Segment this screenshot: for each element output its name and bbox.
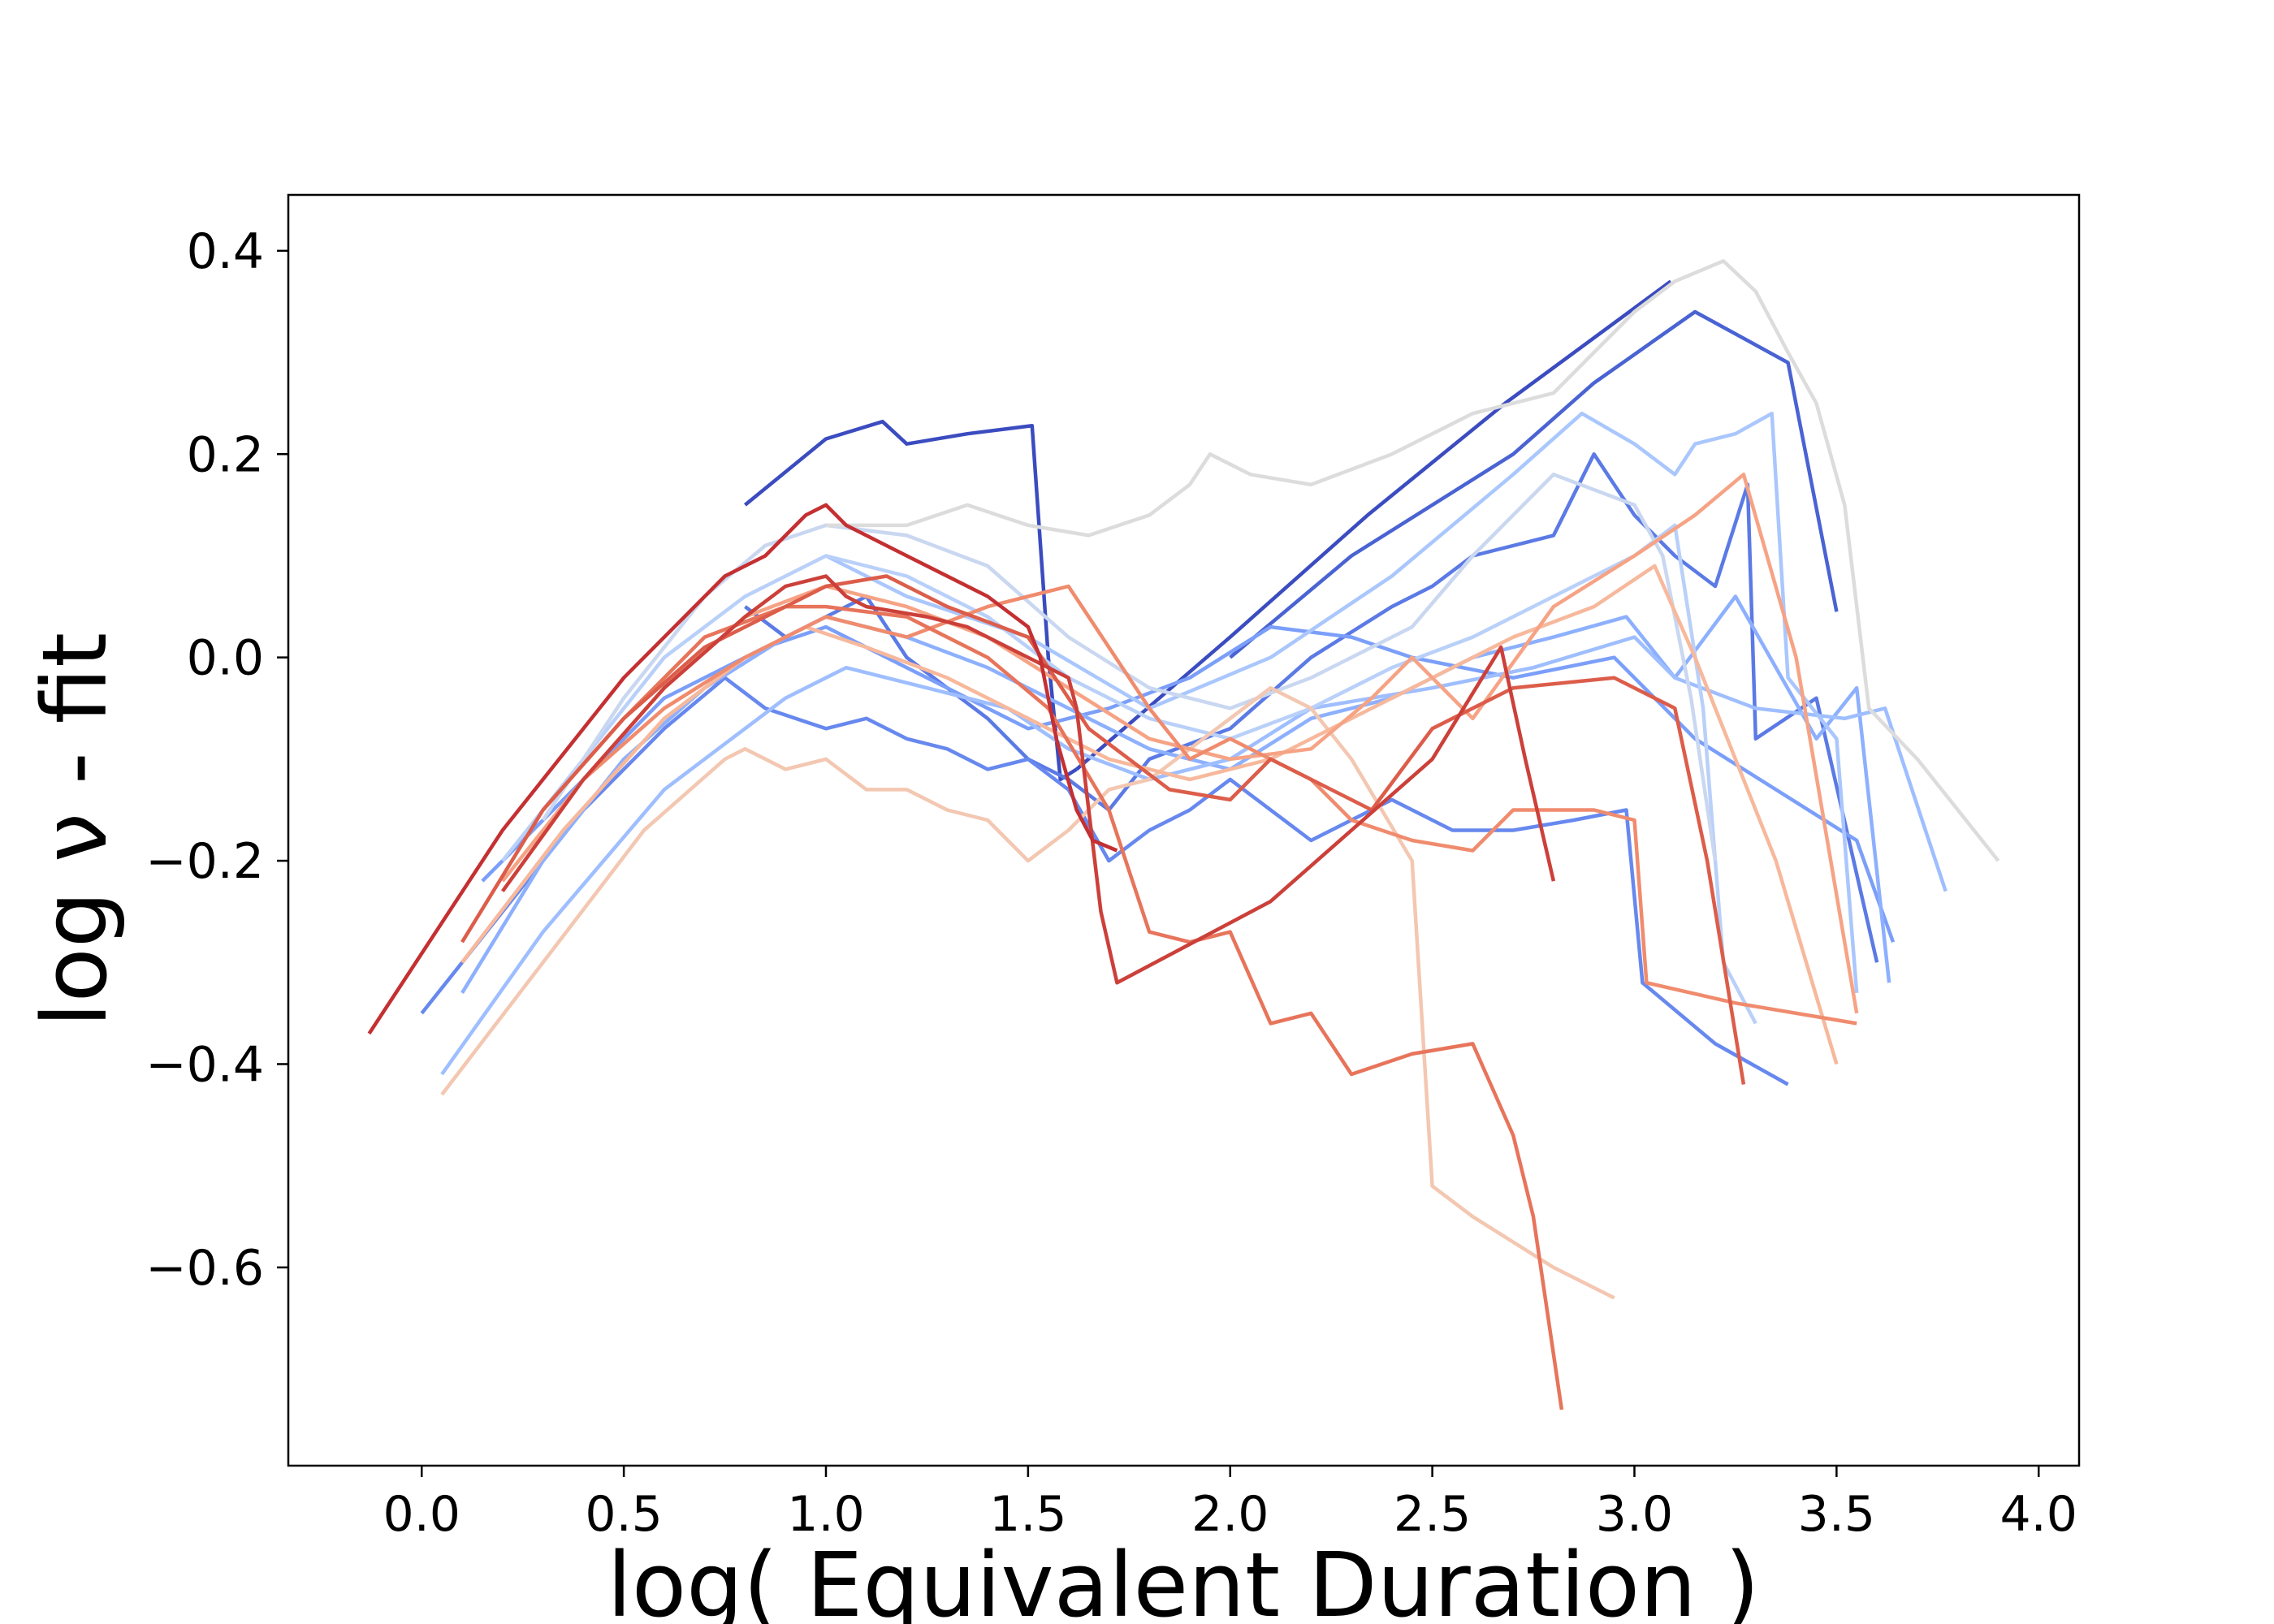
y-tick-label: −0.6 [145, 1240, 264, 1297]
series-line-13 [440, 685, 1615, 1300]
series-line-3 [1229, 309, 1839, 659]
series-line-12 [826, 259, 2000, 862]
y-axis-label: log ν - fit [23, 633, 127, 1027]
x-axis-label: log( Equivalent Duration ) [607, 1533, 1759, 1624]
series-line-8 [440, 635, 1948, 1076]
series-line-9 [824, 411, 1859, 993]
x-tick-label: 1.5 [989, 1486, 1066, 1543]
series-line-7 [460, 594, 1891, 994]
y-tick-label: 0.0 [187, 630, 264, 687]
x-tick-label: 0.0 [383, 1486, 460, 1543]
x-tick-label: 3.5 [1798, 1486, 1875, 1543]
x-tick-label: 0.5 [585, 1486, 662, 1543]
x-tick-label: 2.5 [1394, 1486, 1471, 1543]
x-tick-label: 4.0 [2000, 1486, 2077, 1543]
series-line-4 [744, 452, 1879, 963]
y-tick-label: −0.4 [145, 1036, 264, 1093]
series-line-20 [367, 503, 1118, 1035]
series-line-16 [581, 584, 1857, 1026]
series-line-17 [541, 604, 1564, 1410]
series-line-10 [501, 523, 1757, 1025]
series-line-18 [460, 574, 1746, 1085]
y-tick-label: 0.2 [187, 426, 264, 483]
y-tick-label: −0.2 [145, 833, 264, 890]
x-tick-label: 3.0 [1596, 1486, 1673, 1543]
series-layer [367, 259, 2000, 1410]
series-line-15 [501, 473, 1859, 1014]
y-axis: 0.4 0.2 0.0 −0.2 −0.4 −0.6 [145, 223, 288, 1297]
x-tick-label: 2.0 [1191, 1486, 1269, 1543]
series-line-11 [541, 473, 1718, 862]
x-tick-label: 1.0 [787, 1486, 864, 1543]
series-line-5 [420, 676, 1789, 1086]
plot-frame [287, 193, 2081, 1467]
series-line-19 [500, 574, 1556, 985]
x-axis: 0.0 0.5 1.0 1.5 2.0 2.5 3.0 3.5 4.0 [383, 1466, 2077, 1543]
y-tick-label: 0.4 [187, 223, 264, 280]
